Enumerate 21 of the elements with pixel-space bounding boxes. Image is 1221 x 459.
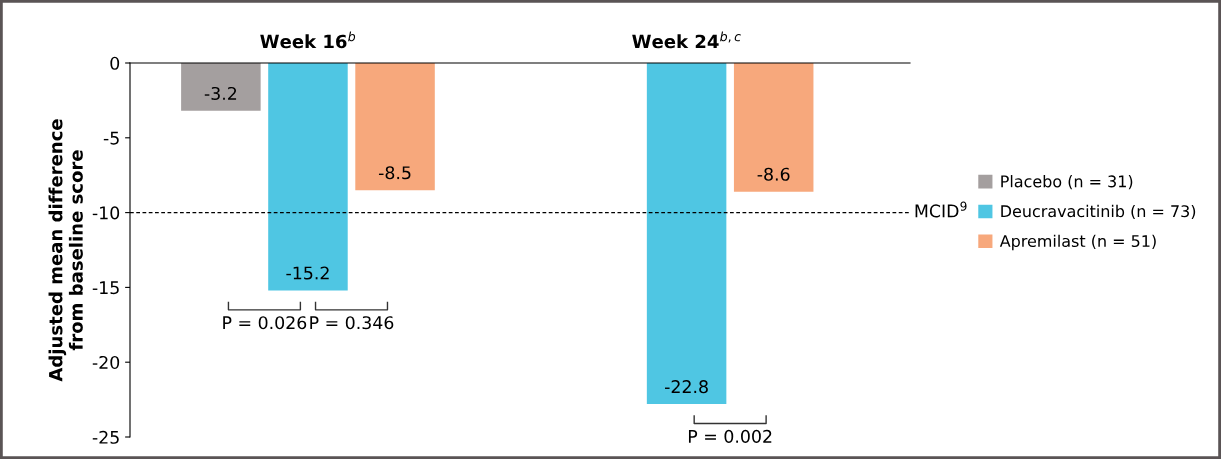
x-tick-label: Week 16$^{b}$: [260, 31, 356, 49]
annotation: P = 0.346: [310, 316, 394, 330]
annotation: P = 0.026: [223, 316, 307, 330]
y-tick-label: -15: [92, 281, 119, 295]
x-tick-label: Week 24$^{b,c}$: [632, 31, 741, 49]
legend-label: Placebo (n = 31): [1001, 175, 1133, 190]
annotation: P = 0.002: [688, 429, 772, 443]
data-label: -15.2: [286, 266, 329, 280]
y-tick-label: -5: [103, 131, 119, 145]
data-label: -8.5: [378, 166, 411, 180]
data-label: -8.6: [757, 167, 790, 181]
y-tick-label: -20: [92, 355, 120, 370]
y-tick-label: -25: [92, 430, 119, 444]
ref-line-label: MCID$^{9}$: [915, 201, 967, 218]
legend-label: Deucravacitinib (n = 73): [1001, 204, 1196, 220]
y-tick-label: 0: [110, 56, 120, 70]
y-tick-label: -10: [92, 206, 120, 220]
data-label: -3.2: [204, 86, 237, 101]
legend-label: Apremilast (n = 51): [999, 234, 1156, 251]
data-label: -22.8: [664, 380, 708, 394]
y-axis-title: Adjusted mean difference from baseline score: [48, 119, 83, 382]
